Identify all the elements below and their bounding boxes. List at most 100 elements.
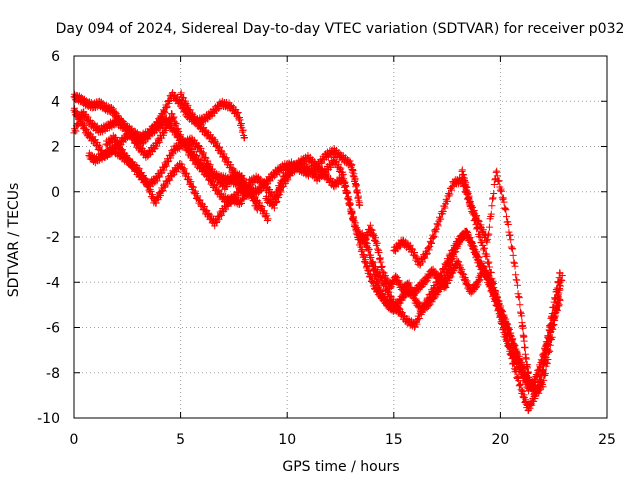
data-point: [199, 201, 207, 209]
data-point: [429, 233, 437, 241]
data-point: [413, 320, 421, 328]
data-point: [122, 135, 130, 143]
data-point: [340, 179, 348, 187]
data-point: [432, 228, 440, 236]
data-point: [454, 239, 462, 247]
data-point: [501, 205, 509, 213]
data-point: [284, 176, 292, 184]
data-point: [485, 230, 493, 238]
data-point: [517, 308, 525, 316]
data-point: [493, 167, 501, 175]
data-point: [438, 271, 446, 279]
data-point: [162, 126, 170, 134]
data-point: [515, 377, 523, 385]
data-point: [509, 251, 517, 259]
data-point: [153, 177, 161, 185]
data-point: [121, 150, 129, 158]
data-point: [516, 301, 524, 309]
data-point: [510, 259, 518, 267]
data-point: [470, 243, 478, 251]
data-point: [546, 335, 554, 343]
data-point: [197, 144, 205, 152]
x-tick-label: 10: [278, 432, 296, 448]
data-point: [165, 116, 173, 124]
data-point: [544, 346, 552, 354]
data-point: [434, 222, 442, 230]
data-point: [268, 189, 276, 197]
data-point: [474, 217, 482, 225]
data-point: [498, 187, 506, 195]
data-point: [159, 187, 167, 195]
data-point: [431, 284, 439, 292]
data-point: [490, 280, 498, 288]
data-point: [180, 94, 188, 102]
data-point: [466, 234, 474, 242]
data-point: [509, 245, 517, 253]
data-point: [310, 169, 318, 177]
data-point: [282, 177, 290, 185]
data-point: [339, 170, 347, 178]
data-point: [188, 152, 196, 160]
data-point: [215, 186, 223, 194]
data-point: [263, 212, 271, 220]
data-point: [485, 223, 493, 231]
data-point: [112, 133, 120, 141]
data-point: [442, 263, 450, 271]
data-point: [431, 284, 439, 292]
y-tick-label: 4: [51, 94, 60, 110]
data-point: [229, 164, 237, 172]
data-point: [521, 370, 529, 378]
data-point: [240, 195, 248, 203]
data-point: [418, 258, 426, 266]
data-point: [413, 253, 421, 261]
data-point: [373, 239, 381, 247]
data-point: [157, 188, 165, 196]
data-point: [550, 313, 558, 321]
y-tick-label: 0: [51, 185, 60, 201]
data-point: [191, 140, 199, 148]
data-point: [499, 194, 507, 202]
data-point: [479, 246, 487, 254]
series-track-k: [390, 174, 564, 415]
data-point: [470, 207, 478, 215]
data-point: [345, 200, 353, 208]
data-point: [498, 314, 506, 322]
data-point: [485, 258, 493, 266]
data-point: [132, 136, 140, 144]
data-point: [415, 315, 423, 323]
data-point: [144, 151, 152, 159]
data-point: [507, 236, 515, 244]
data-point: [345, 199, 353, 207]
data-point: [175, 127, 183, 135]
data-point: [165, 99, 173, 107]
data-point: [119, 151, 127, 159]
data-point: [204, 157, 212, 165]
data-point: [96, 142, 104, 150]
data-point: [136, 143, 144, 151]
data-point: [180, 165, 188, 173]
data-point: [194, 192, 202, 200]
data-point: [185, 173, 193, 181]
data-point: [521, 344, 529, 352]
data-point: [114, 137, 122, 145]
data-point: [534, 384, 542, 392]
data-point: [514, 373, 522, 381]
data-point: [201, 153, 209, 161]
data-point: [161, 182, 169, 190]
data-point: [496, 187, 504, 195]
data-point: [473, 212, 481, 220]
data-point: [481, 244, 489, 252]
data-point: [541, 357, 549, 365]
data-point: [269, 174, 277, 182]
data-point: [375, 272, 383, 280]
data-point: [553, 303, 561, 311]
data-point: [504, 342, 512, 350]
data-point: [163, 104, 171, 112]
data-point: [543, 345, 551, 353]
data-point: [211, 222, 219, 230]
data-point: [513, 281, 521, 289]
data-point: [137, 171, 145, 179]
data-point: [189, 111, 197, 119]
data-point: [318, 159, 326, 167]
data-point: [427, 239, 435, 247]
